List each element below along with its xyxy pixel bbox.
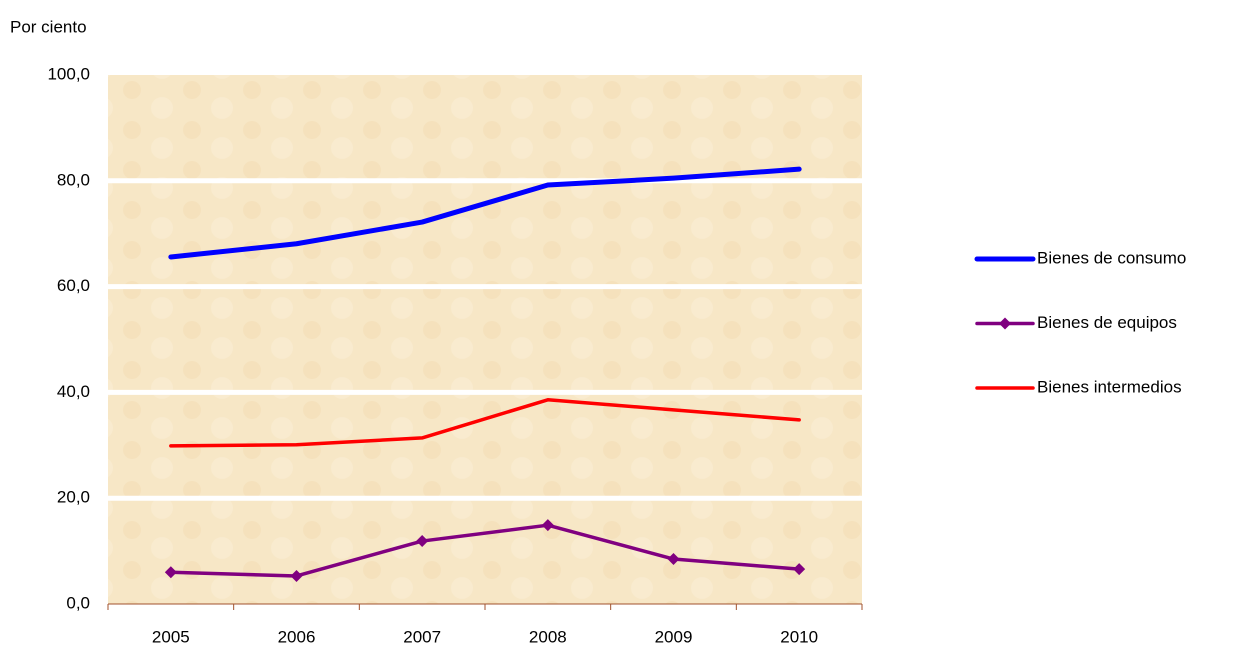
y-tick-label: 20,0 xyxy=(57,488,90,507)
y-tick-label: 100,0 xyxy=(47,64,90,83)
marker xyxy=(164,566,177,579)
plot-area xyxy=(108,75,862,604)
series-line xyxy=(168,166,802,260)
marker xyxy=(793,563,806,576)
y-tick-label: 0,0 xyxy=(66,593,90,612)
marker xyxy=(667,553,680,566)
y-axis-label: Por ciento xyxy=(10,17,87,36)
legend-label: Bienes intermedios xyxy=(1037,377,1182,396)
x-tick-label: 2006 xyxy=(278,627,316,646)
series-line xyxy=(169,523,801,578)
series-line xyxy=(169,398,801,448)
legend-label: Bienes de equipos xyxy=(1037,313,1177,332)
marker xyxy=(290,569,303,582)
x-tick-label: 2005 xyxy=(152,627,190,646)
marker xyxy=(416,535,429,548)
y-tick-label: 60,0 xyxy=(57,276,90,295)
x-tick-label: 2007 xyxy=(403,627,441,646)
x-tick-label: 2009 xyxy=(655,627,693,646)
y-tick-label: 80,0 xyxy=(57,170,90,189)
marker xyxy=(541,519,554,532)
y-tick-label: 40,0 xyxy=(57,382,90,401)
x-tick-label: 2010 xyxy=(780,627,818,646)
legend-label: Bienes de consumo xyxy=(1037,248,1186,267)
legend-marker xyxy=(999,317,1011,330)
x-tick-label: 2008 xyxy=(529,627,567,646)
